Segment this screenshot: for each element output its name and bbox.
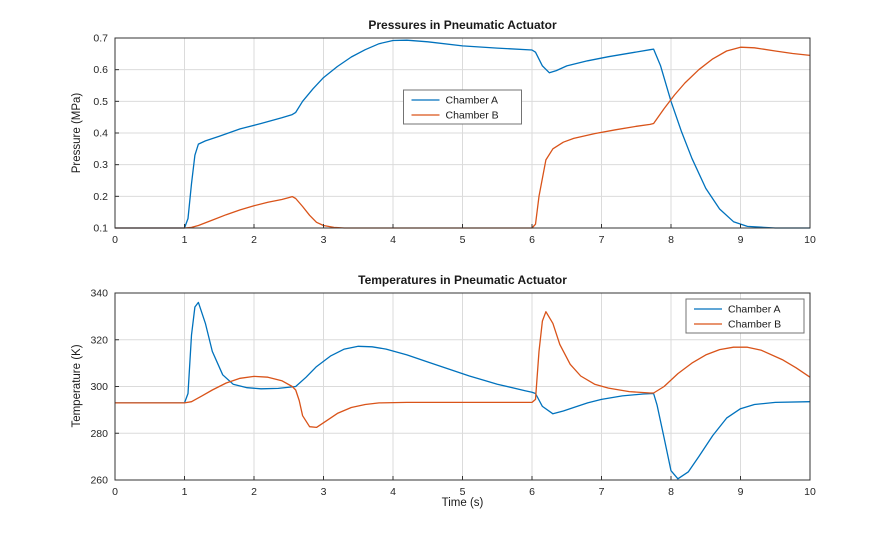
pressure-chart: 0 1 2 3 4 5 6 7 8 9 10 0.1 0.2 0.3 0.4 0.5 0.6 0.7 Chamber… [93,33,816,247]
legend-box [685,298,805,334]
y-tick-label: 280 [90,428,108,440]
x-tick-label: 7 [599,234,605,246]
x-tick-label: 3 [321,486,327,498]
y-tick-label: 0.5 [93,96,108,108]
x-tick-label: 5 [460,234,466,246]
y-tick-label: 0.1 [93,223,108,235]
y-tick-label: 0.7 [93,33,108,45]
x-tick-label: 9 [738,486,744,498]
y-tick-label: 0.4 [93,128,108,140]
series-line-chamber-b [115,311,811,429]
x-tick-label: 1 [182,234,188,246]
x-tick-label: 6 [529,234,535,246]
legend-label: Chamber B [728,319,781,331]
x-tick-label: 7 [599,486,605,498]
y-tick-label: 0.6 [93,64,108,76]
x-tick-label: 3 [321,234,327,246]
legend: Chamber A Chamber B [685,298,805,334]
legend-label: Chamber A [446,95,499,107]
y-tick-label: 0.2 [93,191,108,203]
series-line-chamber-a [115,39,810,229]
series-line-chamber-a [115,301,811,480]
x-tick-label: 4 [390,486,396,498]
x-tick-label: 2 [251,486,257,498]
x-tick-label: 2 [251,234,257,246]
x-tick-label: 0 [112,486,118,498]
x-tick-label: 6 [529,486,535,498]
y-tick-label: 340 [90,288,108,300]
legend-label: Chamber A [728,304,781,316]
x-tick-label: 9 [738,234,744,246]
x-tick-label: 10 [804,486,816,498]
pressure-chart-title: Pressures in Pneumatic Actuator [368,18,557,32]
legend-label: Chamber B [446,110,499,122]
x-tick-label: 4 [390,234,396,246]
x-tick-label: 8 [668,486,674,498]
x-tick-label: 1 [182,486,188,498]
x-tick-label: 10 [804,234,816,246]
legend-box [403,89,522,125]
x-tick-label: 5 [460,486,466,498]
time-x-axis-label: Time (s) [441,497,484,509]
y-tick-label: 260 [90,475,108,487]
x-tick-label: 8 [668,234,674,246]
temperature-chart-title: Temperatures in Pneumatic Actuator [358,273,567,287]
y-tick-label: 320 [90,334,108,346]
y-tick-label: 300 [90,381,108,393]
legend: Chamber A Chamber B [403,89,522,125]
y-tick-label: 0.3 [93,159,108,171]
x-tick-label: 0 [112,234,118,246]
